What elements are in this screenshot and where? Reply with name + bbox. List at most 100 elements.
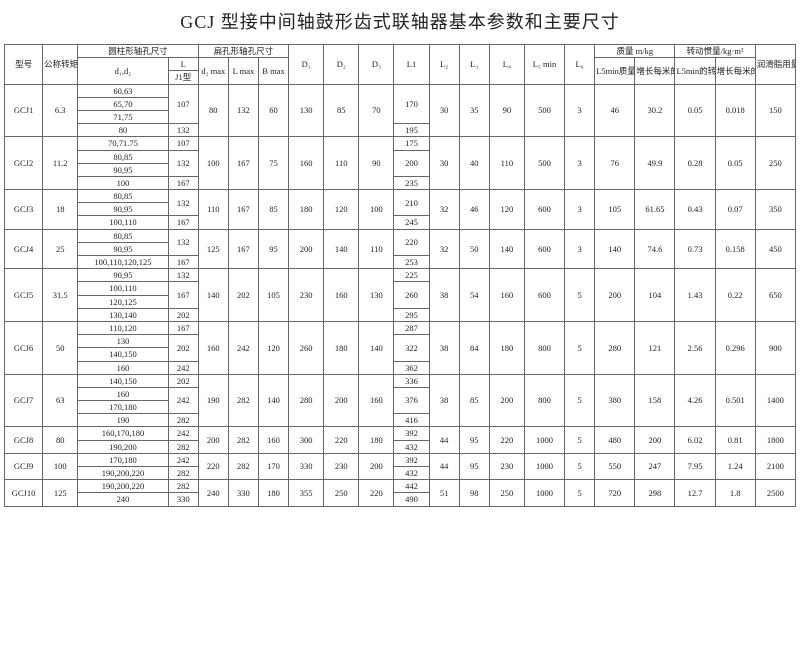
D3-cell: 220 bbox=[359, 480, 394, 506]
lube-cell: 450 bbox=[755, 229, 795, 269]
L5-cell: 1000 bbox=[524, 453, 564, 479]
m1-cell: 46 bbox=[595, 84, 635, 137]
i1-cell: 2.56 bbox=[675, 321, 715, 374]
m2-cell: 298 bbox=[635, 480, 675, 506]
D3-cell: 200 bbox=[359, 453, 394, 479]
D2-cell: 85 bbox=[324, 84, 359, 137]
L2-cell: 51 bbox=[429, 480, 459, 506]
col-l2: L₂ bbox=[429, 45, 459, 85]
l1-cell: 200 bbox=[394, 150, 429, 176]
D1-cell: 200 bbox=[289, 229, 324, 269]
L5-cell: 1000 bbox=[524, 480, 564, 506]
i1-cell: 4.26 bbox=[675, 374, 715, 427]
m1-cell: 200 bbox=[595, 269, 635, 322]
l-cell: 167 bbox=[168, 176, 198, 189]
l-cell: 202 bbox=[168, 374, 198, 387]
l-cell: 282 bbox=[168, 467, 198, 480]
d1d2-cell: 90,95 bbox=[78, 203, 168, 216]
i2-cell: 0.05 bbox=[715, 137, 755, 190]
table-row: GCJ10125190,200,220282240330180355250220… bbox=[5, 480, 796, 493]
torque-cell: 6.3 bbox=[43, 84, 78, 137]
table-row: GCJ211.270,71.75107100167751601109017530… bbox=[5, 137, 796, 150]
L2-cell: 44 bbox=[429, 453, 459, 479]
l1-cell: 336 bbox=[394, 374, 429, 387]
table-header: 型号 公称转矩Tn/N·m 圆柱形轴孔尺寸 扁孔形轴孔尺寸 D₁ D₂ D₃ L… bbox=[5, 45, 796, 85]
L3-cell: 95 bbox=[459, 427, 489, 453]
lube-cell: 900 bbox=[755, 321, 795, 374]
bmax-cell: 170 bbox=[258, 453, 288, 479]
l-cell: 202 bbox=[168, 335, 198, 361]
torque-cell: 80 bbox=[43, 427, 78, 453]
d1d2-cell: 160 bbox=[78, 387, 168, 400]
model-cell: GCJ7 bbox=[5, 374, 43, 427]
table-row: GCJ31880,8513211016785180120100210324612… bbox=[5, 190, 796, 203]
table-row: GCJ42580,8513212516795200140110220325014… bbox=[5, 229, 796, 242]
m2-cell: 200 bbox=[635, 427, 675, 453]
l1-cell: 490 bbox=[394, 493, 429, 506]
i2-cell: 0.018 bbox=[715, 84, 755, 137]
l-cell: 132 bbox=[168, 229, 198, 255]
col-m2: 增长每米的质量 bbox=[635, 58, 675, 84]
lube-cell: 1400 bbox=[755, 374, 795, 427]
col-l3: L₃ bbox=[459, 45, 489, 85]
dmax-cell: 160 bbox=[198, 321, 228, 374]
L6-cell: 5 bbox=[565, 480, 595, 506]
model-cell: GCJ3 bbox=[5, 190, 43, 230]
d1d2-cell: 240 bbox=[78, 493, 168, 506]
col-i2: 增长每米的转动惯量 bbox=[715, 58, 755, 84]
D3-cell: 130 bbox=[359, 269, 394, 322]
l-cell: 107 bbox=[168, 137, 198, 150]
D2-cell: 120 bbox=[324, 190, 359, 230]
L3-cell: 35 bbox=[459, 84, 489, 137]
L2-cell: 32 bbox=[429, 190, 459, 230]
l1-cell: 392 bbox=[394, 427, 429, 440]
l-cell: 202 bbox=[168, 308, 198, 321]
i1-cell: 0.73 bbox=[675, 229, 715, 269]
D1-cell: 230 bbox=[289, 269, 324, 322]
i2-cell: 0.158 bbox=[715, 229, 755, 269]
d1d2-cell: 170,180 bbox=[78, 453, 168, 466]
D3-cell: 110 bbox=[359, 229, 394, 269]
D2-cell: 140 bbox=[324, 229, 359, 269]
table-row: GCJ650110,120167160242120260180140287388… bbox=[5, 321, 796, 334]
lube-cell: 2500 bbox=[755, 480, 795, 506]
L6-cell: 5 bbox=[565, 374, 595, 427]
m2-cell: 61.65 bbox=[635, 190, 675, 230]
model-cell: GCJ1 bbox=[5, 84, 43, 137]
L6-cell: 5 bbox=[565, 427, 595, 453]
col-m1: L5min质量 bbox=[595, 58, 635, 84]
m1-cell: 140 bbox=[595, 229, 635, 269]
l1-cell: 260 bbox=[394, 282, 429, 308]
L4-cell: 120 bbox=[489, 190, 524, 230]
L5-cell: 600 bbox=[524, 229, 564, 269]
l-cell: 330 bbox=[168, 493, 198, 506]
l1-cell: 195 bbox=[394, 124, 429, 137]
model-cell: GCJ9 bbox=[5, 453, 43, 479]
d1d2-cell: 120,125 bbox=[78, 295, 168, 308]
bmax-cell: 105 bbox=[258, 269, 288, 322]
d1d2-cell: 71,75 bbox=[78, 110, 168, 123]
col-l4: L₄ bbox=[489, 45, 524, 85]
D2-cell: 110 bbox=[324, 137, 359, 190]
model-cell: GCJ8 bbox=[5, 427, 43, 453]
lmax-cell: 282 bbox=[228, 453, 258, 479]
L3-cell: 54 bbox=[459, 269, 489, 322]
lube-cell: 1800 bbox=[755, 427, 795, 453]
l1-cell: 376 bbox=[394, 387, 429, 413]
L5-cell: 600 bbox=[524, 269, 564, 322]
D1-cell: 330 bbox=[289, 453, 324, 479]
dmax-cell: 80 bbox=[198, 84, 228, 137]
D3-cell: 70 bbox=[359, 84, 394, 137]
gcj-parameters-table: 型号 公称转矩Tn/N·m 圆柱形轴孔尺寸 扁孔形轴孔尺寸 D₁ D₂ D₃ L… bbox=[4, 44, 796, 507]
col-dmax: d₂ max bbox=[198, 58, 228, 84]
col-d1d2: d₁,d₂ bbox=[78, 58, 168, 84]
D1-cell: 300 bbox=[289, 427, 324, 453]
bmax-cell: 60 bbox=[258, 84, 288, 137]
D1-cell: 130 bbox=[289, 84, 324, 137]
L5-cell: 500 bbox=[524, 137, 564, 190]
torque-cell: 18 bbox=[43, 190, 78, 230]
L5-cell: 800 bbox=[524, 321, 564, 374]
d1d2-cell: 90,95 bbox=[78, 163, 168, 176]
col-i1: L5min的转动惯量 bbox=[675, 58, 715, 84]
D2-cell: 220 bbox=[324, 427, 359, 453]
